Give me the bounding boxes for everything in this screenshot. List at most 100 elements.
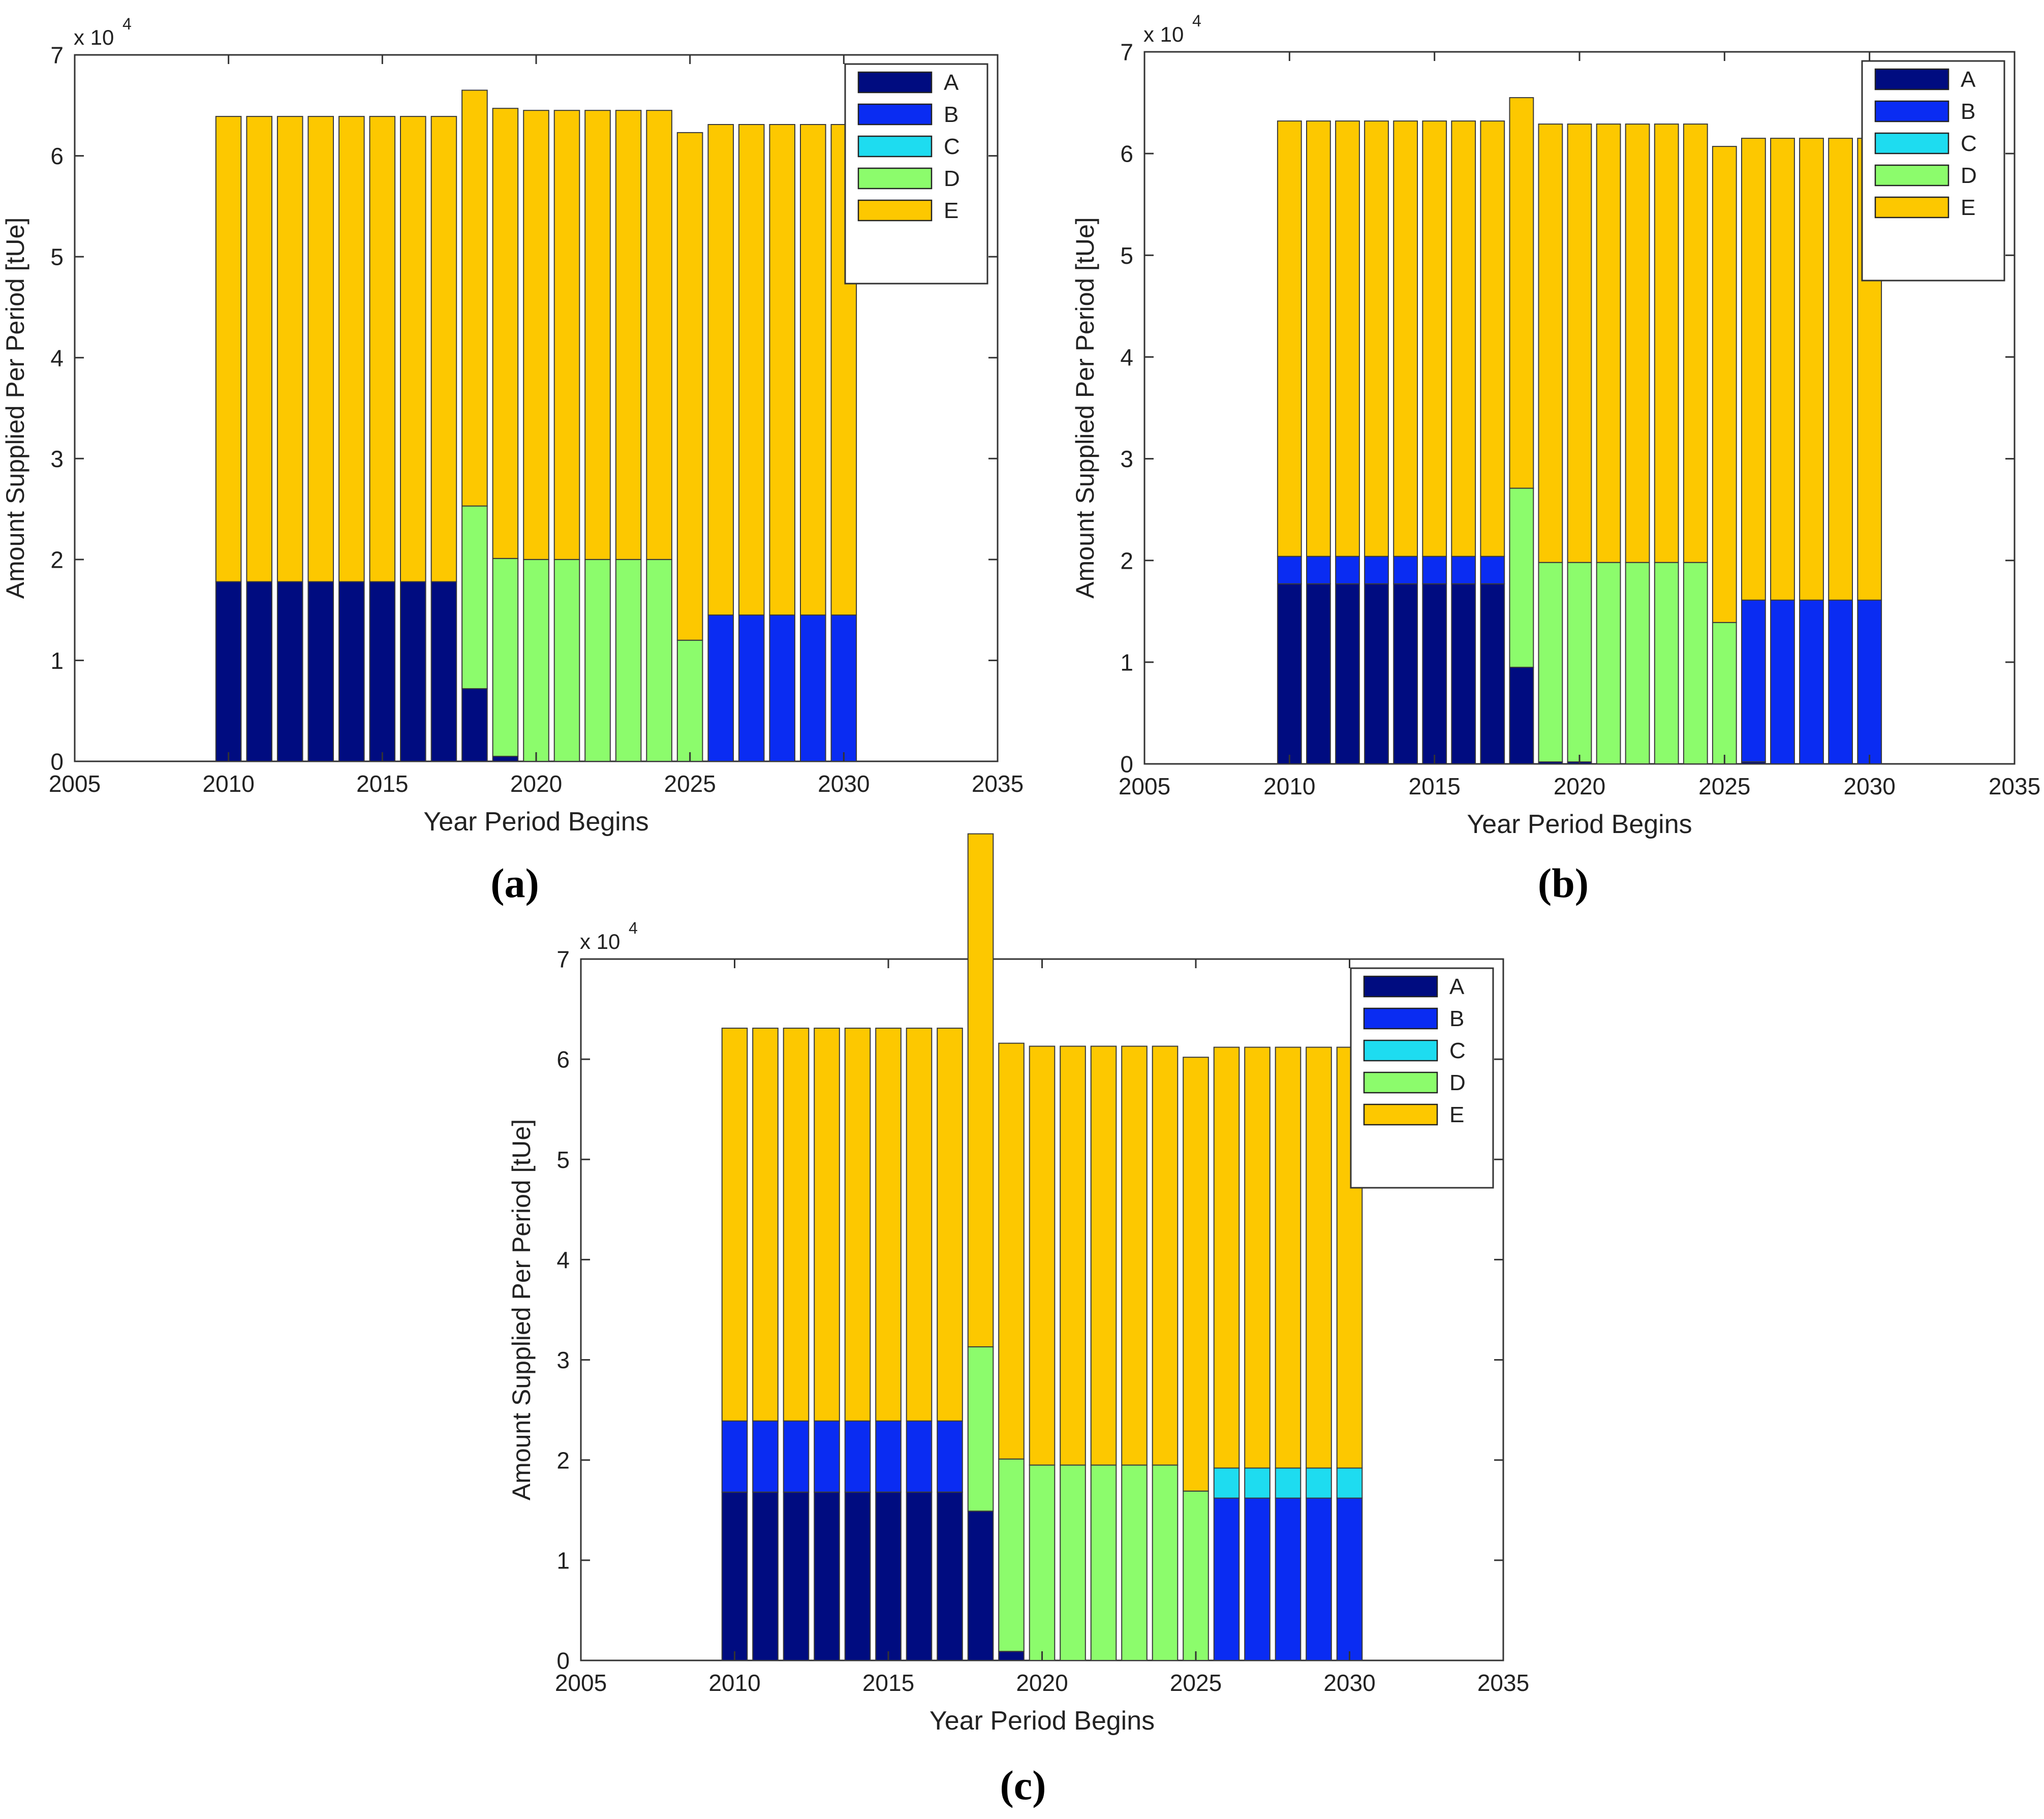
x-tick-label: 2035 [1477, 1670, 1529, 1696]
bar-e-2013 [1364, 120, 1389, 557]
bar-d-2019 [1538, 562, 1563, 762]
bar-e-2024 [1683, 124, 1708, 563]
x-tick-label: 2020 [1016, 1670, 1068, 1696]
bar-a-2012 [276, 581, 303, 762]
bar-d-2022 [584, 559, 611, 762]
bar-e-2022 [584, 110, 611, 560]
bar-b-2010 [1277, 556, 1302, 584]
bar-a-2016 [906, 1491, 933, 1661]
y-tick-label: 5 [1120, 242, 1133, 269]
bar-e-2029 [800, 124, 826, 616]
bar-a-2018 [967, 1510, 994, 1661]
chart-panel-b: 2005 2010 2015 2020 2025 2030 2035 0 1 2 3 4 5 6 7 x 10… [1071, 12, 2040, 839]
bar-e-2028 [1799, 138, 1824, 601]
bar-e-2026 [1213, 1046, 1240, 1469]
bar-a-2019 [998, 1651, 1025, 1661]
bar-e-2023 [1121, 1045, 1148, 1466]
bar-d-2020 [523, 559, 549, 762]
bar-e-2026 [707, 124, 734, 616]
bar-e-2011 [1306, 120, 1331, 557]
x-tick-label: 2005 [49, 770, 101, 797]
y-exponent-power: 4 [629, 919, 638, 937]
legend-swatch-e [1363, 1103, 1438, 1126]
y-axis-title: Amount Supplied Per Period [tUe] [1, 218, 29, 599]
bar-d-2022 [1625, 562, 1650, 764]
bar-e-2023 [615, 110, 642, 560]
bar-c-2028 [1275, 1467, 1302, 1499]
y-tick-label: 6 [50, 143, 64, 169]
bar-e-2029 [1306, 1046, 1332, 1469]
legend-label-a: A [1449, 974, 1465, 999]
bar-b-2014 [1393, 556, 1418, 584]
bar-e-2017 [937, 1028, 963, 1422]
legend-swatch-c [857, 135, 933, 158]
x-tick-label: 2015 [1408, 773, 1460, 799]
bar-d-2018 [461, 505, 488, 689]
bar-e-2012 [783, 1028, 810, 1422]
y-exponent-power: 4 [1192, 12, 1201, 30]
bar-d-2021 [1596, 562, 1621, 764]
bar-a-2017 [430, 581, 457, 762]
legend-swatch-a [1874, 68, 1949, 90]
bar-e-2011 [246, 116, 272, 582]
bar-d-2018 [1509, 487, 1534, 668]
bar-e-2010 [215, 116, 242, 582]
bar-e-2018 [461, 89, 488, 507]
bar-b-2011 [752, 1420, 779, 1493]
y-tick-label: 5 [556, 1147, 570, 1173]
y-tick-label: 6 [1120, 141, 1133, 167]
x-tick-label: 2035 [972, 770, 1024, 797]
bar-d-2019 [998, 1458, 1025, 1652]
bar-e-2022 [1090, 1045, 1117, 1466]
bar-e-2020 [523, 110, 549, 560]
bar-a-2011 [1306, 583, 1331, 764]
bar-b-2030 [830, 614, 857, 762]
y-tick-label: 4 [1120, 344, 1133, 371]
bar-e-2012 [1335, 120, 1360, 557]
bar-b-2028 [1275, 1497, 1302, 1661]
bar-a-2016 [400, 581, 426, 762]
bar-b-2017 [1480, 556, 1505, 584]
panel-label-b: (b) [1538, 860, 1589, 906]
y-tick-label: 0 [1120, 751, 1133, 778]
chart-panel-a: 2005 2010 2015 2020 2025 2030 2035 0 1 2 3 4 5 6 7 x 10… [1, 15, 1024, 837]
bar-e-2022 [1625, 124, 1650, 563]
legend-swatch-e [1874, 196, 1949, 219]
bar-a-2010 [215, 581, 242, 762]
legend-swatch-b [857, 103, 933, 126]
bar-a-2011 [752, 1491, 779, 1661]
x-tick-label: 2030 [1323, 1670, 1375, 1696]
bar-a-2013 [814, 1491, 840, 1661]
bar-c-2029 [1306, 1467, 1332, 1499]
legend-label-e: E [944, 198, 958, 223]
x-tick-label: 2020 [1554, 773, 1605, 799]
bar-d-2023 [1121, 1464, 1148, 1661]
bar-a-2018 [1509, 666, 1534, 765]
bar-b-2030 [1336, 1497, 1363, 1661]
bar-b-2026 [707, 614, 734, 762]
legend-label-b: B [1449, 1006, 1464, 1031]
bar-b-2016 [1451, 556, 1476, 584]
bar-a-2014 [1393, 583, 1418, 764]
x-tick-label: 2020 [510, 770, 562, 797]
bar-b-2015 [875, 1420, 902, 1493]
x-tick-label: 2030 [818, 770, 870, 797]
y-tick-label: 3 [50, 446, 64, 472]
y-tick-label: 3 [556, 1347, 570, 1373]
bar-b-2013 [814, 1420, 840, 1493]
x-axis-title: Year Period Begins [930, 1706, 1155, 1736]
y-tick-label: 6 [556, 1046, 570, 1073]
bar-e-2012 [276, 116, 303, 582]
bar-e-2027 [1770, 138, 1795, 601]
bar-d-2020 [1029, 1464, 1056, 1661]
legend-label-d: D [944, 166, 960, 191]
bar-e-2010 [721, 1028, 748, 1422]
bar-e-2017 [430, 116, 457, 582]
bar-a-2015 [369, 581, 396, 762]
bar-e-2025 [1183, 1057, 1209, 1492]
legend-swatch-e [857, 199, 933, 222]
legend-label-b: B [944, 102, 958, 127]
bar-d-2021 [1060, 1464, 1086, 1661]
